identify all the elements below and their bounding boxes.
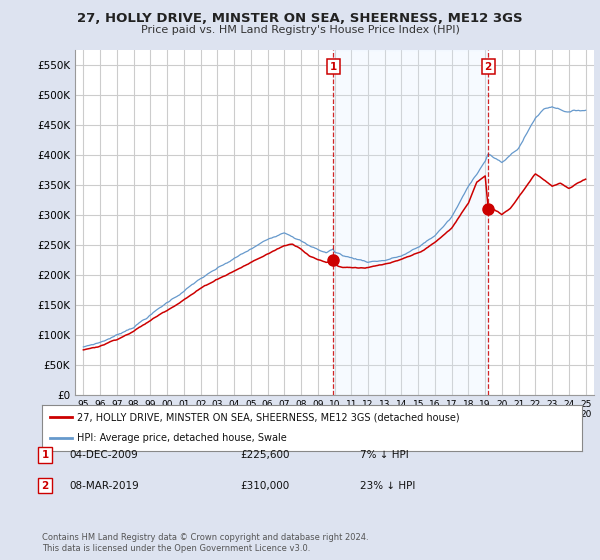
Text: 1: 1 [41,450,49,460]
Text: 1: 1 [329,62,337,72]
Text: 7% ↓ HPI: 7% ↓ HPI [360,450,409,460]
Text: 2: 2 [41,480,49,491]
Bar [333,50,488,395]
Text: 04-DEC-2009: 04-DEC-2009 [69,450,138,460]
Text: 08-MAR-2019: 08-MAR-2019 [69,480,139,491]
Text: 27, HOLLY DRIVE, MINSTER ON SEA, SHEERNESS, ME12 3GS: 27, HOLLY DRIVE, MINSTER ON SEA, SHEERNE… [77,12,523,25]
Text: 27, HOLLY DRIVE, MINSTER ON SEA, SHEERNESS, ME12 3GS (detached house): 27, HOLLY DRIVE, MINSTER ON SEA, SHEERNE… [77,412,460,422]
Text: £225,600: £225,600 [240,450,290,460]
Text: Price paid vs. HM Land Registry's House Price Index (HPI): Price paid vs. HM Land Registry's House … [140,25,460,35]
Text: 2: 2 [485,62,492,72]
Text: Contains HM Land Registry data © Crown copyright and database right 2024.
This d: Contains HM Land Registry data © Crown c… [42,533,368,553]
Text: £310,000: £310,000 [240,480,289,491]
Text: 23% ↓ HPI: 23% ↓ HPI [360,480,415,491]
Text: HPI: Average price, detached house, Swale: HPI: Average price, detached house, Swal… [77,433,287,444]
